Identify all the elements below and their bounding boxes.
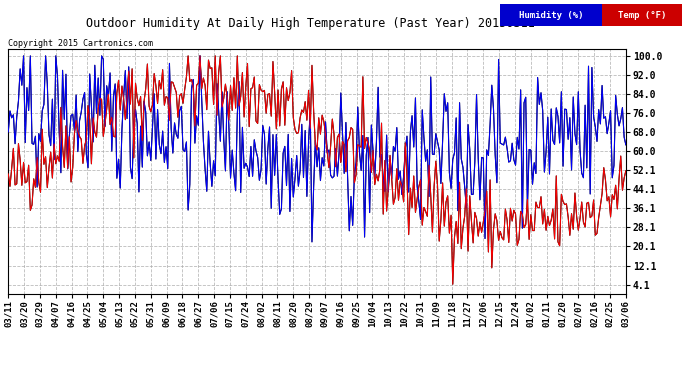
Text: Temp (°F): Temp (°F) bbox=[618, 11, 667, 20]
Text: Humidity (%): Humidity (%) bbox=[519, 11, 584, 20]
Text: Copyright 2015 Cartronics.com: Copyright 2015 Cartronics.com bbox=[8, 39, 153, 48]
Text: Outdoor Humidity At Daily High Temperature (Past Year) 20150311: Outdoor Humidity At Daily High Temperatu… bbox=[86, 17, 535, 30]
